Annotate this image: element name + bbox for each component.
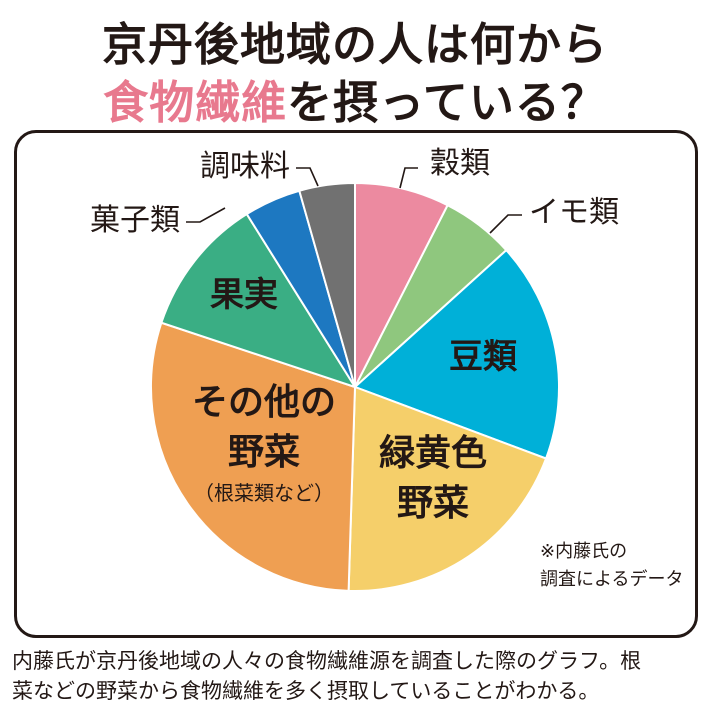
leader-line-調味料 (296, 167, 319, 187)
caption-line-1: 内藤氏が京丹後地域の人々の食物繊維源を調査した際のグラフ。根 (12, 649, 642, 673)
slice-label-イモ類: イモ類 (529, 195, 619, 230)
chart-title-line-1: 京丹後地域の人は何から (101, 18, 608, 71)
slice-label-果実: 果実 (210, 275, 278, 315)
slice-label-緑黄色野菜-1: 緑黄色 (379, 433, 487, 474)
title-rest: を摂っている？ (287, 76, 607, 129)
leader-line-穀類 (399, 167, 418, 189)
pie-slice-豆類 (353, 248, 560, 460)
title-highlight: 食物繊維 (103, 76, 288, 129)
note-line-1: ※内藤氏の (540, 541, 628, 562)
pie-slice-果実 (160, 212, 358, 389)
slice-label-緑黄色野菜-2: 野菜 (397, 483, 469, 524)
caption-line-2: 菜などの野菜から食物繊維を多く摂取していることがわかる。 (12, 679, 600, 703)
pie-slice-その他の野菜 (150, 321, 357, 592)
slice-sublabel-その他の野菜: （根菜類など） (194, 481, 334, 505)
data-source-note: ※内藤氏の 調査によるデータ (540, 538, 683, 594)
slice-label-菓子類: 菓子類 (90, 203, 180, 238)
pie-slice-緑黄色野菜 (347, 385, 548, 592)
figure-caption: 内藤氏が京丹後地域の人々の食物繊維源を調査した際のグラフ。根 菜などの野菜から食… (12, 646, 702, 706)
leader-line-菓子類 (186, 207, 226, 223)
slice-label-その他の野菜-2: 野菜 (228, 432, 300, 473)
chart-title-line-2: 食物繊維を摂っている？ (0, 66, 710, 131)
slice-label-調味料: 調味料 (200, 149, 290, 184)
slice-label-豆類: 豆類 (449, 337, 518, 377)
pie-slice-調味料 (298, 181, 356, 388)
note-line-2: 調査によるデータ (540, 569, 684, 590)
pie-slice-穀類 (354, 181, 449, 388)
slice-label-その他の野菜-1: その他の (192, 382, 336, 423)
slice-label-穀類: 穀類 (430, 146, 490, 181)
leader-line-イモ類 (489, 214, 522, 234)
